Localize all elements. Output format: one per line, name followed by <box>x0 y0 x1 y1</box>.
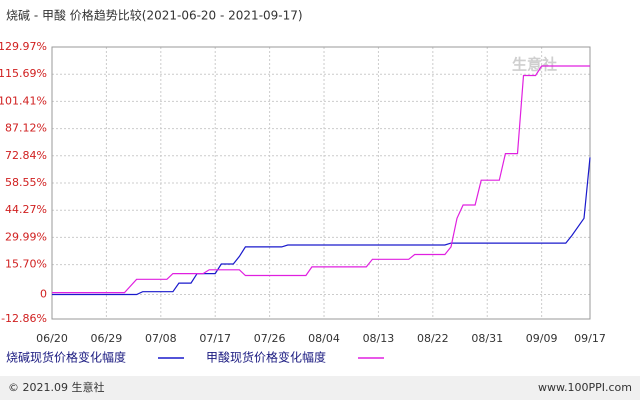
footer-bar <box>0 376 640 400</box>
footer-right: www.100PPI.com <box>538 381 632 394</box>
x-tick-label: 09/17 <box>574 332 606 345</box>
x-tick-label: 08/22 <box>417 332 449 345</box>
y-tick-label: 72.84% <box>5 149 47 162</box>
legend-label: 烧碱现货价格变化幅度 <box>6 350 126 365</box>
plot-frame <box>51 46 591 320</box>
chart-title: 烧碱 - 甲酸 价格趋势比较(2021-06-20 - 2021-09-17) <box>6 8 303 23</box>
x-tick-label: 07/08 <box>145 332 177 345</box>
y-tick-label: 15.70% <box>5 258 47 271</box>
y-tick-label: 58.55% <box>5 176 47 189</box>
y-tick-label: 44.27% <box>5 203 47 216</box>
y-tick-label: 129.97% <box>0 40 47 53</box>
series-line <box>52 157 591 296</box>
x-tick-label: 08/13 <box>363 332 395 345</box>
y-tick-label: 29.99% <box>5 230 47 243</box>
x-tick-label: 06/29 <box>91 332 123 345</box>
watermark: 生意社 <box>512 56 557 74</box>
series-line <box>52 65 590 294</box>
y-tick-label: -12.86% <box>1 312 47 325</box>
y-tick-label: 87.12% <box>5 122 47 135</box>
x-tick-label: 08/04 <box>308 332 340 345</box>
y-tick-label: 101.41% <box>0 94 47 107</box>
x-tick-label: 09/09 <box>526 332 558 345</box>
y-tick-label: 115.69% <box>0 67 47 80</box>
footer-left: © 2021.09 生意社 <box>8 380 104 394</box>
x-tick-label: 07/26 <box>254 332 286 345</box>
x-tick-label: 07/17 <box>199 332 231 345</box>
x-tick-label: 06/20 <box>36 332 68 345</box>
x-tick-label: 08/31 <box>471 332 503 345</box>
legend-label: 甲酸现货价格变化幅度 <box>206 350 326 365</box>
y-tick-label: 0 <box>40 288 47 301</box>
